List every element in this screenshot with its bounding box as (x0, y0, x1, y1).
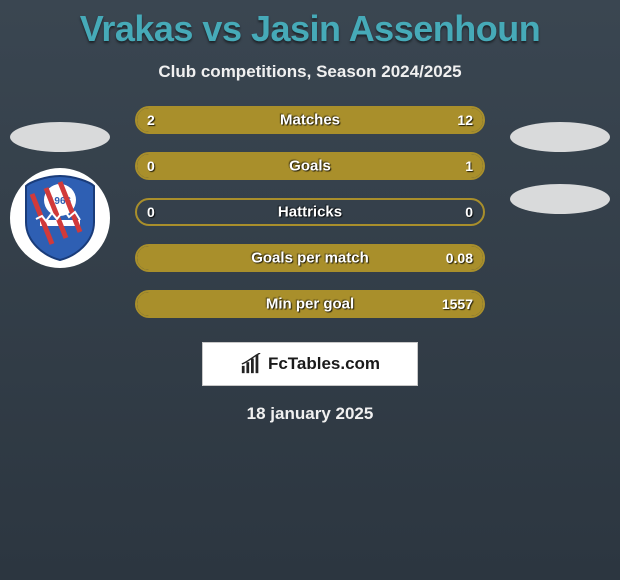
stat-label: Goals per match (251, 250, 369, 267)
player-left-photo-placeholder (10, 122, 110, 152)
player-right-column (510, 122, 610, 214)
stats-bars: Matches 2 12 Goals 0 1 Hattricks 0 0 Goals per ma… (135, 106, 485, 318)
player-right-club-placeholder (510, 184, 610, 214)
chart-icon (240, 353, 262, 375)
stat-value-left: 0 (147, 158, 155, 174)
stat-bar: Min per goal 1557 (135, 290, 485, 318)
player-left-column: 1966 (10, 122, 110, 268)
stat-value-right: 0.08 (446, 250, 473, 266)
player-left-club-badge: 1966 (10, 168, 110, 268)
stat-label: Matches (280, 112, 340, 129)
stat-value-left: 0 (147, 204, 155, 220)
shield-icon: 1966 (22, 174, 98, 262)
stat-bar: Goals per match 0.08 (135, 244, 485, 272)
stat-bar: Matches 2 12 (135, 106, 485, 134)
stat-bar: Goals 0 1 (135, 152, 485, 180)
infographic-date: 18 january 2025 (0, 404, 620, 424)
stat-bar-fill-left (137, 108, 185, 132)
stat-label: Min per goal (266, 296, 354, 313)
stat-value-right: 1557 (442, 296, 473, 312)
stat-bar: Hattricks 0 0 (135, 198, 485, 226)
stat-label: Goals (289, 158, 331, 175)
comparison-infographic: Vrakas vs Jasin Assenhoun Club competiti… (0, 0, 620, 580)
player-right-photo-placeholder (510, 122, 610, 152)
stat-label: Hattricks (278, 204, 342, 221)
brand-text: FcTables.com (268, 354, 380, 374)
page-subtitle: Club competitions, Season 2024/2025 (0, 62, 620, 82)
stat-value-right: 12 (457, 112, 473, 128)
brand-box: FcTables.com (202, 342, 418, 386)
stat-value-left: 2 (147, 112, 155, 128)
page-title: Vrakas vs Jasin Assenhoun (0, 8, 620, 50)
stat-value-right: 0 (465, 204, 473, 220)
stat-value-right: 1 (465, 158, 473, 174)
